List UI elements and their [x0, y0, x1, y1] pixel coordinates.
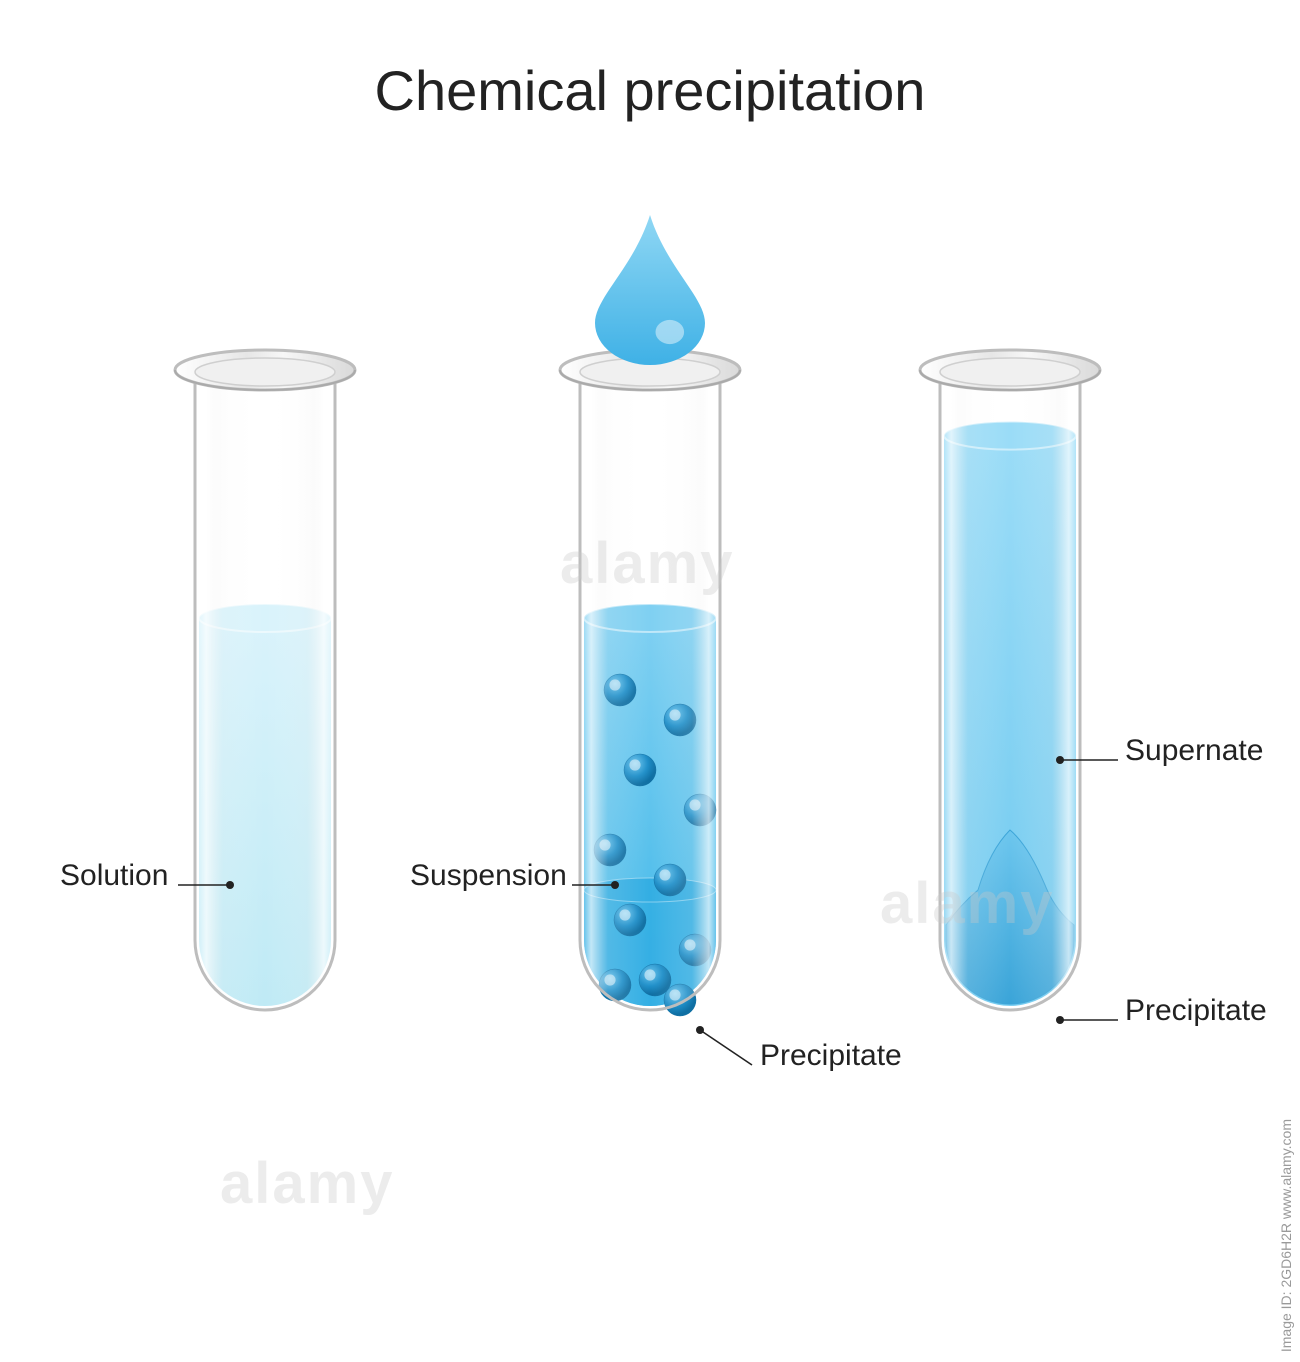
label-supernate: Supernate — [1125, 734, 1263, 768]
leader-dot — [696, 1026, 704, 1034]
label-precipitate-right: Precipitate — [1125, 994, 1267, 1028]
label-suspension: Suspension — [410, 859, 567, 893]
leader-dot — [1056, 756, 1064, 764]
tube-mouth — [940, 358, 1080, 386]
tube-precipitate — [920, 350, 1100, 1010]
drop-highlight — [656, 320, 685, 344]
tube-solution — [175, 350, 355, 1010]
tube-suspension — [560, 215, 740, 1016]
label-solution: Solution — [60, 859, 168, 893]
leader-dot — [1056, 1016, 1064, 1024]
diagram-stage — [0, 0, 1300, 1362]
glass-highlight — [195, 370, 335, 1010]
leader-dot — [226, 881, 234, 889]
glass-highlight — [580, 370, 720, 1010]
tube-mouth — [195, 358, 335, 386]
label-precipitate-center: Precipitate — [760, 1039, 902, 1073]
stock-image-id: Image ID: 2GD6H2R www.alamy.com — [1278, 1119, 1294, 1352]
glass-highlight — [940, 370, 1080, 1010]
water-drop-icon — [595, 215, 705, 365]
leader-dot — [611, 881, 619, 889]
leader-line — [700, 1030, 752, 1065]
